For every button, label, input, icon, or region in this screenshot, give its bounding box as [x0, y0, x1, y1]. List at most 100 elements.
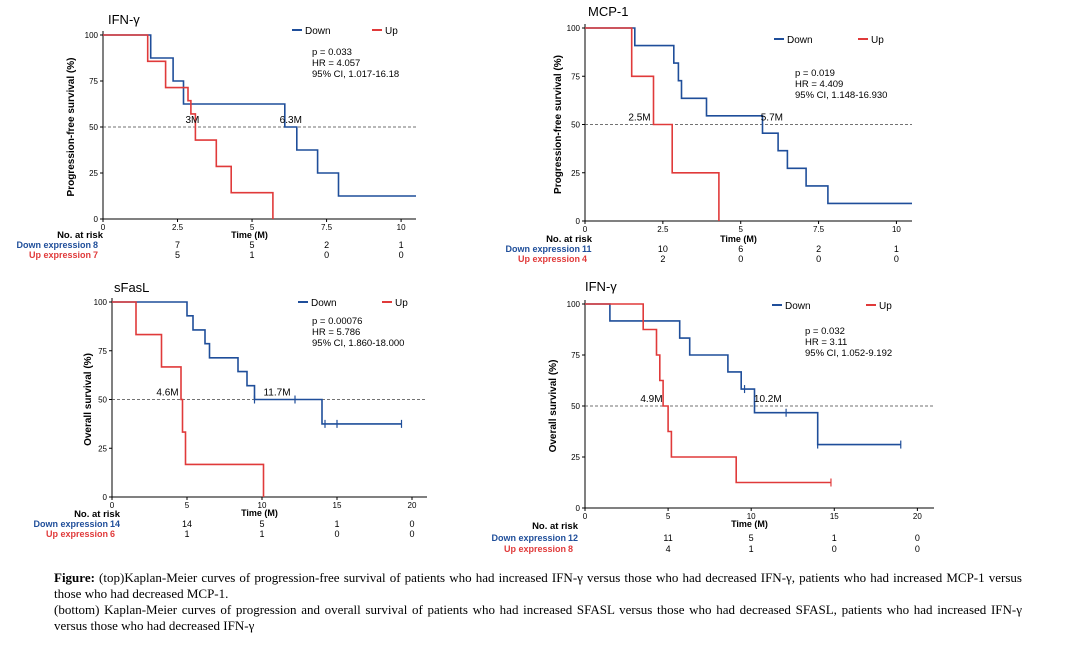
risk-row-label: Up expression	[46, 529, 108, 539]
median-label: 4.9M	[640, 394, 662, 405]
risk-count: 4	[666, 544, 671, 554]
risk-count: 0	[324, 250, 329, 260]
x-tick-label: 0	[110, 501, 115, 510]
y-tick-label: 50	[89, 123, 98, 132]
risk-count: 0	[832, 544, 837, 554]
stat-line: p = 0.032	[805, 326, 845, 337]
legend-label-down: Down	[311, 298, 337, 309]
y-tick-label: 25	[571, 453, 580, 462]
risk-count: 10	[658, 244, 668, 254]
chart-title: sFasL	[114, 280, 149, 295]
risk-count: 2	[324, 240, 329, 250]
risk-row-label: Up expression	[29, 250, 91, 260]
caption-top-text: (top)Kaplan-Meier curves of progression-…	[54, 570, 1022, 601]
risk-count: 1	[259, 529, 264, 539]
x-axis-label: Time (M)	[731, 519, 768, 529]
risk-count: 1	[749, 544, 754, 554]
caption-bottom: (bottom) Kaplan-Meier curves of progress…	[54, 602, 1022, 633]
y-tick-label: 0	[103, 493, 108, 502]
risk-count: 7	[93, 250, 98, 260]
y-tick-label: 0	[576, 217, 581, 226]
risk-table-title: No. at risk	[546, 234, 593, 245]
risk-count: 0	[915, 544, 920, 554]
risk-count: 1	[334, 519, 339, 529]
stat-line: HR = 3.11	[805, 337, 847, 348]
risk-count: 5	[175, 250, 180, 260]
risk-count: 7	[175, 240, 180, 250]
median-label: 2.5M	[628, 113, 650, 124]
x-tick-label: 0	[583, 225, 588, 234]
median-label: 10.2M	[754, 394, 782, 405]
y-tick-label: 50	[571, 402, 580, 411]
risk-count: 0	[399, 250, 404, 260]
x-tick-label: 7.5	[813, 225, 825, 234]
x-tick-label: 2.5	[172, 223, 184, 232]
y-tick-label: 100	[85, 31, 99, 40]
x-tick-label: 5	[185, 501, 190, 510]
median-label: 3M	[185, 115, 199, 126]
series-line-up	[585, 303, 831, 484]
y-tick-label: 0	[576, 504, 581, 513]
risk-count: 2	[816, 244, 821, 254]
y-tick-label: 25	[571, 169, 580, 178]
y-tick-label: 25	[89, 169, 98, 178]
risk-table-title: No. at risk	[57, 230, 104, 241]
risk-count: 6	[110, 529, 115, 539]
y-tick-label: 100	[94, 298, 108, 307]
x-axis-label: Time (M)	[720, 234, 757, 244]
risk-count: 0	[738, 254, 743, 264]
chart-title: IFN-γ	[585, 279, 617, 294]
risk-count: 8	[568, 544, 573, 554]
median-label: 11.7M	[263, 388, 290, 399]
risk-row-label: Up expression	[504, 544, 566, 554]
series-line-down	[585, 27, 912, 205]
y-axis-label: Overall survival (%)	[83, 353, 94, 446]
legend-label-down: Down	[305, 26, 331, 37]
risk-count: 1	[894, 244, 899, 254]
stat-line: p = 0.019	[795, 68, 835, 79]
x-tick-label: 5	[666, 512, 671, 521]
risk-row-label: Down expression	[33, 519, 108, 529]
risk-count: 0	[409, 529, 414, 539]
series-line-up	[112, 301, 265, 497]
median-label: 5.7M	[761, 113, 783, 124]
x-tick-label: 20	[913, 512, 922, 521]
figure-caption: Figure: (top)Kaplan-Meier curves of prog…	[54, 570, 1022, 634]
y-axis-label: Overall survival (%)	[548, 360, 559, 453]
legend-label-up: Up	[385, 26, 398, 37]
risk-count: 0	[894, 254, 899, 264]
x-axis-label: Time (M)	[231, 230, 268, 240]
legend-label-down: Down	[787, 35, 813, 46]
risk-count: 1	[184, 529, 189, 539]
caption-prefix: Figure:	[54, 570, 95, 585]
x-tick-label: 0	[583, 512, 588, 521]
x-tick-label: 15	[333, 501, 342, 510]
stat-line: 95% CI, 1.052-9.192	[805, 348, 892, 359]
y-tick-label: 75	[571, 72, 580, 81]
risk-count: 11	[663, 533, 672, 543]
risk-count: 6	[738, 244, 743, 254]
risk-table-title: No. at risk	[74, 509, 121, 520]
median-label: 4.6M	[156, 388, 178, 399]
y-tick-label: 75	[98, 347, 107, 356]
series-line-down	[585, 303, 901, 446]
legend-label-up: Up	[871, 35, 884, 46]
x-tick-label: 5	[250, 223, 255, 232]
stat-line: 95% CI, 1.860-18.000	[312, 338, 404, 349]
risk-count: 1	[399, 240, 404, 250]
risk-count: 0	[816, 254, 821, 264]
risk-table-title: No. at risk	[532, 521, 579, 532]
x-tick-label: 15	[830, 512, 839, 521]
y-tick-label: 50	[98, 396, 107, 405]
x-tick-label: 20	[408, 501, 417, 510]
legend-label-down: Down	[785, 301, 811, 312]
stat-line: p = 0.033	[312, 47, 352, 58]
risk-count: 14	[182, 519, 192, 529]
y-tick-label: 100	[567, 24, 581, 33]
stat-line: HR = 4.409	[795, 79, 843, 90]
risk-count: 2	[660, 254, 665, 264]
